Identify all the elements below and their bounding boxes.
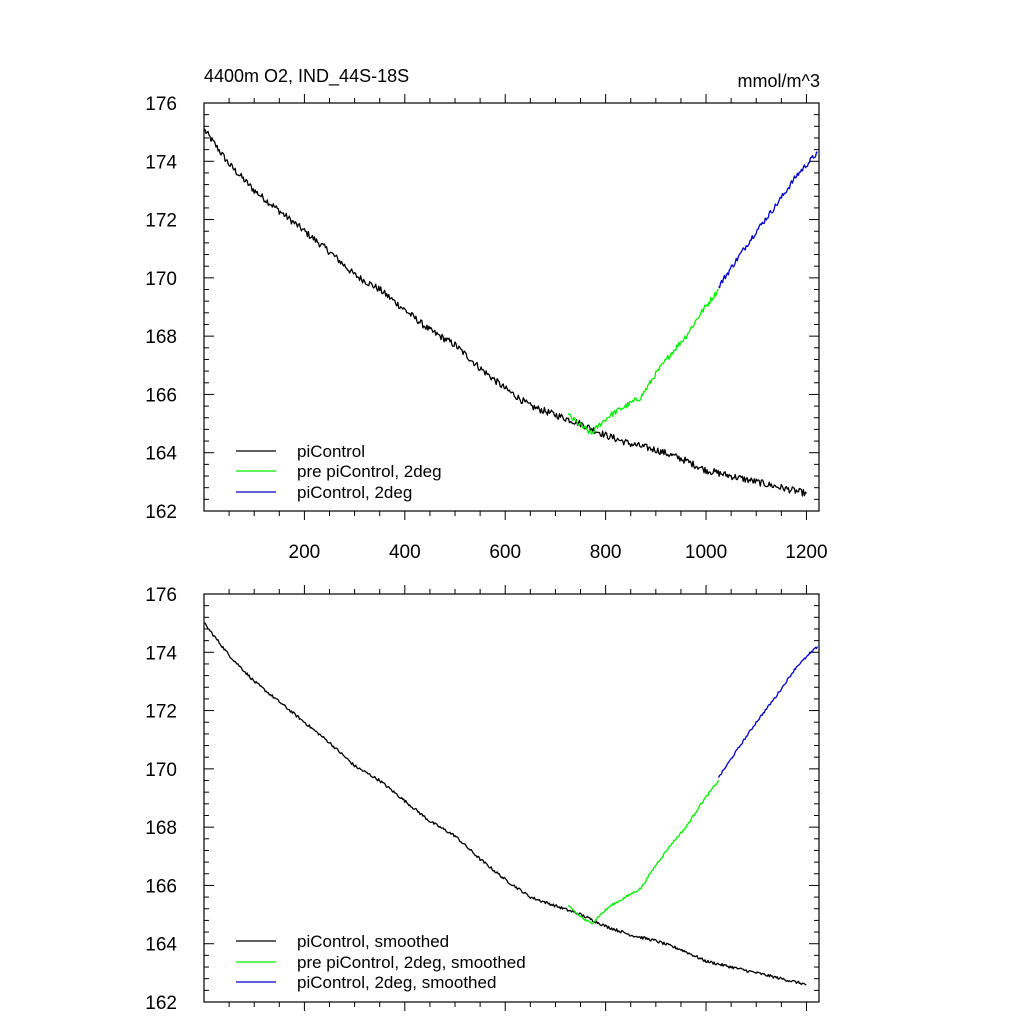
top-panel: 4400m O2, IND_44S-18S mmol/m^3 162 164 166…: [145, 66, 827, 563]
y-tick-label: 166: [145, 876, 177, 897]
y-tick-label: 166: [145, 385, 177, 406]
y-tick-label: 176: [145, 585, 177, 606]
top-panel-units: mmol/m^3: [738, 71, 820, 91]
legend-label-picontrol: piControl: [297, 442, 365, 461]
series-line-pre-picontrol-2deg-smoothed: [567, 780, 720, 925]
bottom-panel-frame: [203, 593, 820, 1003]
y-tick-label: 170: [145, 269, 177, 290]
y-tick-label: 174: [145, 643, 177, 664]
series-line-picontrol-2deg: [718, 151, 818, 289]
x-tick-label: 800: [590, 542, 622, 563]
y-tick-label: 164: [145, 444, 177, 465]
x-tick-label: 400: [389, 542, 421, 563]
series-line-pre-picontrol-2deg: [567, 288, 719, 435]
x-tick-label: 1200: [785, 542, 827, 563]
series-line-picontrol-smoothed: [204, 622, 807, 986]
legend-label-pre-picontrol-2deg-smoothed: pre piControl, 2deg, smoothed: [297, 953, 526, 972]
legend-label-picontrol-2deg: piControl, 2deg: [297, 483, 412, 502]
y-tick-label: 164: [145, 935, 177, 956]
series-line-picontrol: [203, 128, 807, 497]
legend-label-pre-picontrol-2deg: pre piControl, 2deg: [297, 462, 442, 481]
legend-label-picontrol-smoothed: piControl, smoothed: [297, 932, 449, 951]
y-tick-label: 162: [145, 502, 177, 523]
y-tick-label: 168: [145, 327, 177, 348]
y-tick-label: 162: [145, 993, 177, 1014]
top-panel-series: [203, 128, 818, 497]
series-line-picontrol-2deg-smoothed: [718, 646, 819, 778]
y-tick-label: 170: [145, 760, 177, 781]
top-panel-frame: [203, 102, 820, 512]
bottom-panel-series: [204, 622, 819, 986]
x-tick-label: 1000: [685, 542, 727, 563]
y-tick-label: 172: [145, 702, 177, 723]
x-tick-label: 600: [489, 542, 521, 563]
y-tick-label: 176: [145, 94, 177, 115]
top-panel-ticks: [204, 94, 819, 520]
x-tick-label: 200: [289, 542, 321, 563]
legend-label-picontrol-2deg-smoothed: piControl, 2deg, smoothed: [297, 973, 496, 992]
bottom-panel-legend: piControl, smoothed pre piControl, 2deg,…: [236, 932, 526, 992]
y-tick-label: 168: [145, 818, 177, 839]
top-panel-x-tick-labels: 200 400 600 800 1000 1200: [289, 542, 828, 563]
top-panel-title: 4400m O2, IND_44S-18S: [204, 66, 409, 87]
top-panel-legend: piControl pre piControl, 2deg piControl,…: [236, 442, 442, 502]
top-panel-y-tick-labels: 162 164 166 168 170 172 174 176: [145, 94, 177, 523]
y-tick-label: 172: [145, 211, 177, 232]
bottom-panel: 162 164 166 168 170 172 174 176 piControl, smoo…: [145, 585, 820, 1014]
y-tick-label: 174: [145, 152, 177, 173]
bottom-panel-y-tick-labels: 162 164 166 168 170 172 174 176: [145, 585, 177, 1014]
